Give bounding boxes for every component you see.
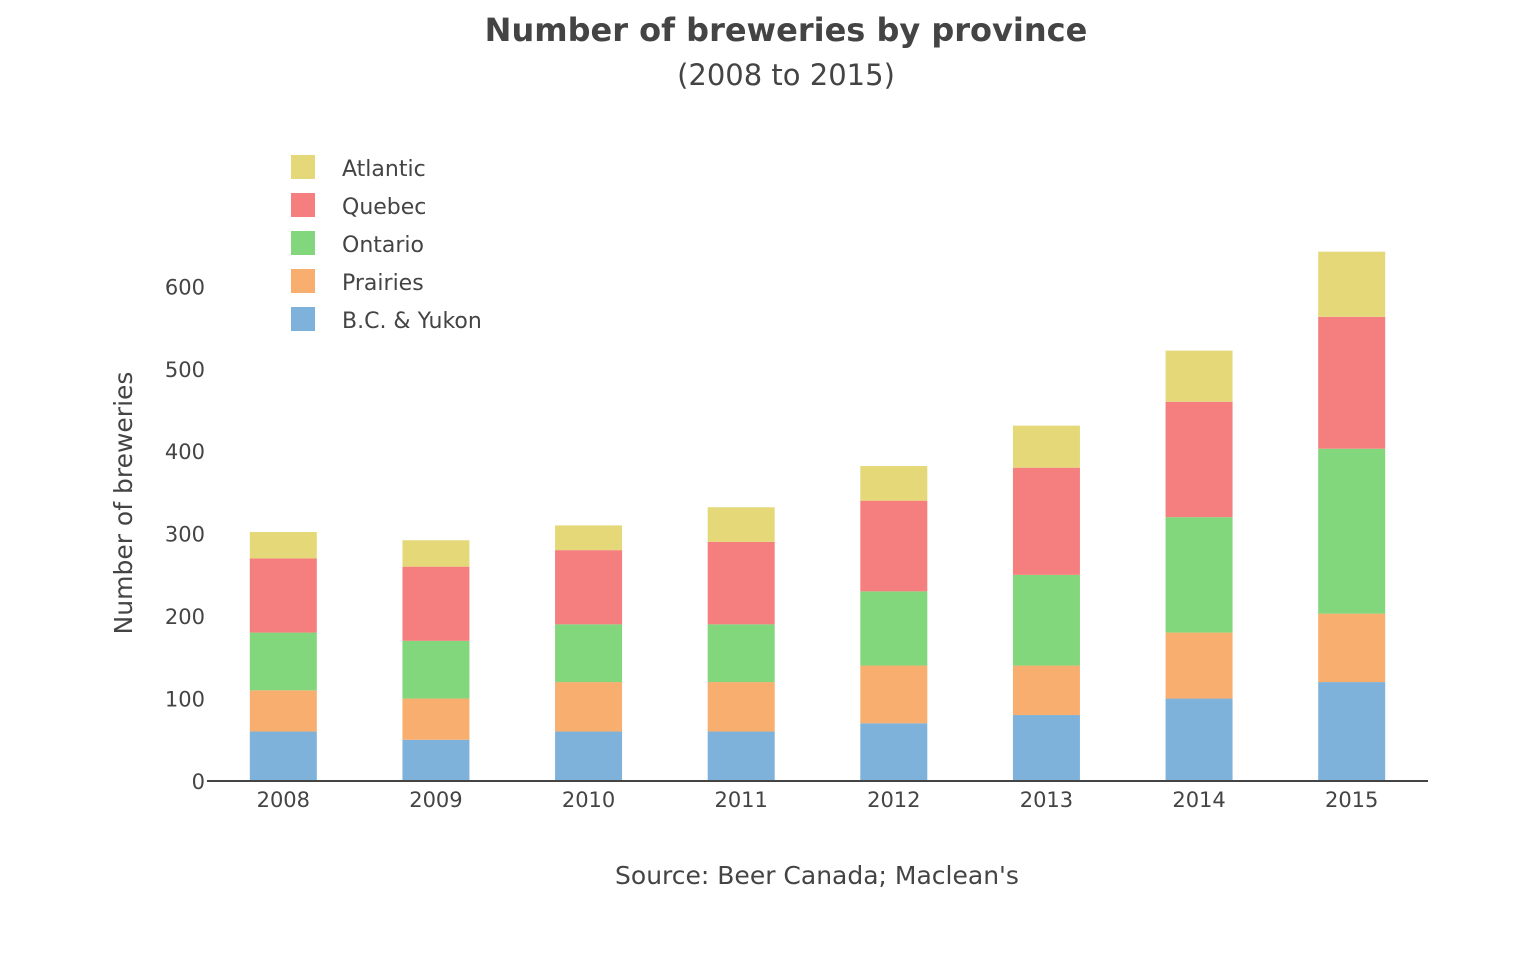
bar-segment-2008-atlantic bbox=[249, 532, 317, 559]
x-axis-title-source: Source: Beer Canada; Maclean's bbox=[615, 861, 1019, 890]
bar-segment-2015-ontario bbox=[1318, 448, 1386, 614]
legend-swatch-prairies bbox=[291, 269, 315, 293]
x-tick-label: 2013 bbox=[1020, 788, 1073, 812]
bar-segment-2008-b-c-yukon bbox=[249, 731, 317, 781]
bar-segment-2014-b-c-yukon bbox=[1165, 698, 1233, 781]
bar-segment-2012-quebec bbox=[860, 500, 928, 592]
bar-segment-2013-ontario bbox=[1012, 574, 1080, 666]
y-axis-title: Number of breweries bbox=[109, 372, 138, 635]
y-tick-label: 600 bbox=[165, 275, 205, 299]
bar-segment-2015-b-c-yukon bbox=[1318, 682, 1386, 781]
legend-label[interactable]: Ontario bbox=[342, 233, 424, 258]
bar-segment-2012-prairies bbox=[860, 665, 928, 724]
chart-subtitle: (2008 to 2015) bbox=[677, 58, 895, 92]
x-axis-ticks: 2008 2009 2010 2011 2012 2013 2014 2015 bbox=[257, 788, 1379, 812]
y-tick-label: 200 bbox=[165, 605, 205, 629]
bar-segment-2013-atlantic bbox=[1012, 425, 1080, 468]
bar-segment-2011-quebec bbox=[707, 541, 775, 625]
bar-segment-2008-quebec bbox=[249, 558, 317, 633]
bar-segment-2008-ontario bbox=[249, 632, 317, 691]
y-axis-ticks: 0 100 200 300 400 500 600 bbox=[165, 275, 205, 794]
legend-label[interactable]: Quebec bbox=[342, 195, 426, 220]
bar-segment-2011-b-c-yukon bbox=[707, 731, 775, 781]
bar-segment-2009-prairies bbox=[402, 698, 470, 740]
x-tick-label: 2009 bbox=[409, 788, 462, 812]
bar-segment-2013-prairies bbox=[1012, 665, 1080, 716]
bar-segment-2013-quebec bbox=[1012, 467, 1080, 575]
y-tick-label: 500 bbox=[165, 358, 205, 382]
bar-segment-2010-b-c-yukon bbox=[555, 731, 623, 781]
bar-segment-2015-quebec bbox=[1318, 316, 1386, 449]
legend-label[interactable]: B.C. & Yukon bbox=[342, 309, 482, 334]
legend-label[interactable]: Prairies bbox=[342, 271, 424, 296]
bar-segment-2012-atlantic bbox=[860, 466, 928, 501]
bar-segment-2009-b-c-yukon bbox=[402, 739, 470, 781]
y-tick-label: 300 bbox=[165, 523, 205, 547]
bars-group bbox=[249, 251, 1386, 781]
bar-segment-2015-prairies bbox=[1318, 613, 1386, 683]
bar-segment-2015-atlantic bbox=[1318, 251, 1386, 317]
y-tick-label: 0 bbox=[192, 770, 205, 794]
legend-swatch-ontario bbox=[291, 231, 315, 255]
x-tick-label: 2014 bbox=[1172, 788, 1225, 812]
x-tick-label: 2011 bbox=[714, 788, 767, 812]
bar-segment-2013-b-c-yukon bbox=[1012, 715, 1080, 781]
bar-segment-2011-atlantic bbox=[707, 507, 775, 542]
bar-segment-2010-atlantic bbox=[555, 525, 623, 551]
x-tick-label: 2008 bbox=[257, 788, 310, 812]
chart-title: Number of breweries by province bbox=[485, 11, 1088, 49]
y-tick-label: 100 bbox=[165, 688, 205, 712]
legend: Atlantic Quebec Ontario Prairies B.C. & Yuko… bbox=[291, 155, 482, 334]
bar-segment-2014-prairies bbox=[1165, 632, 1233, 699]
y-tick-label: 400 bbox=[165, 440, 205, 464]
bar-segment-2012-b-c-yukon bbox=[860, 723, 928, 781]
bar-segment-2011-prairies bbox=[707, 682, 775, 732]
bar-segment-2014-quebec bbox=[1165, 401, 1233, 518]
bar-segment-2014-ontario bbox=[1165, 517, 1233, 633]
legend-swatch-b-c-yukon bbox=[291, 307, 315, 331]
bar-segment-2014-atlantic bbox=[1165, 350, 1233, 402]
bar-segment-2009-quebec bbox=[402, 566, 470, 641]
bar-segment-2010-quebec bbox=[555, 550, 623, 625]
x-tick-label: 2012 bbox=[867, 788, 920, 812]
bar-segment-2010-ontario bbox=[555, 624, 623, 683]
bar-segment-2012-ontario bbox=[860, 591, 928, 666]
x-tick-label: 2015 bbox=[1325, 788, 1378, 812]
bar-segment-2009-ontario bbox=[402, 640, 470, 699]
legend-swatch-atlantic bbox=[291, 155, 315, 179]
bar-segment-2009-atlantic bbox=[402, 540, 470, 567]
bar-segment-2008-prairies bbox=[249, 690, 317, 732]
legend-label[interactable]: Atlantic bbox=[342, 157, 426, 182]
bar-segment-2011-ontario bbox=[707, 624, 775, 683]
bar-segment-2010-prairies bbox=[555, 682, 623, 732]
legend-swatch-quebec bbox=[291, 193, 315, 217]
x-tick-label: 2010 bbox=[562, 788, 615, 812]
